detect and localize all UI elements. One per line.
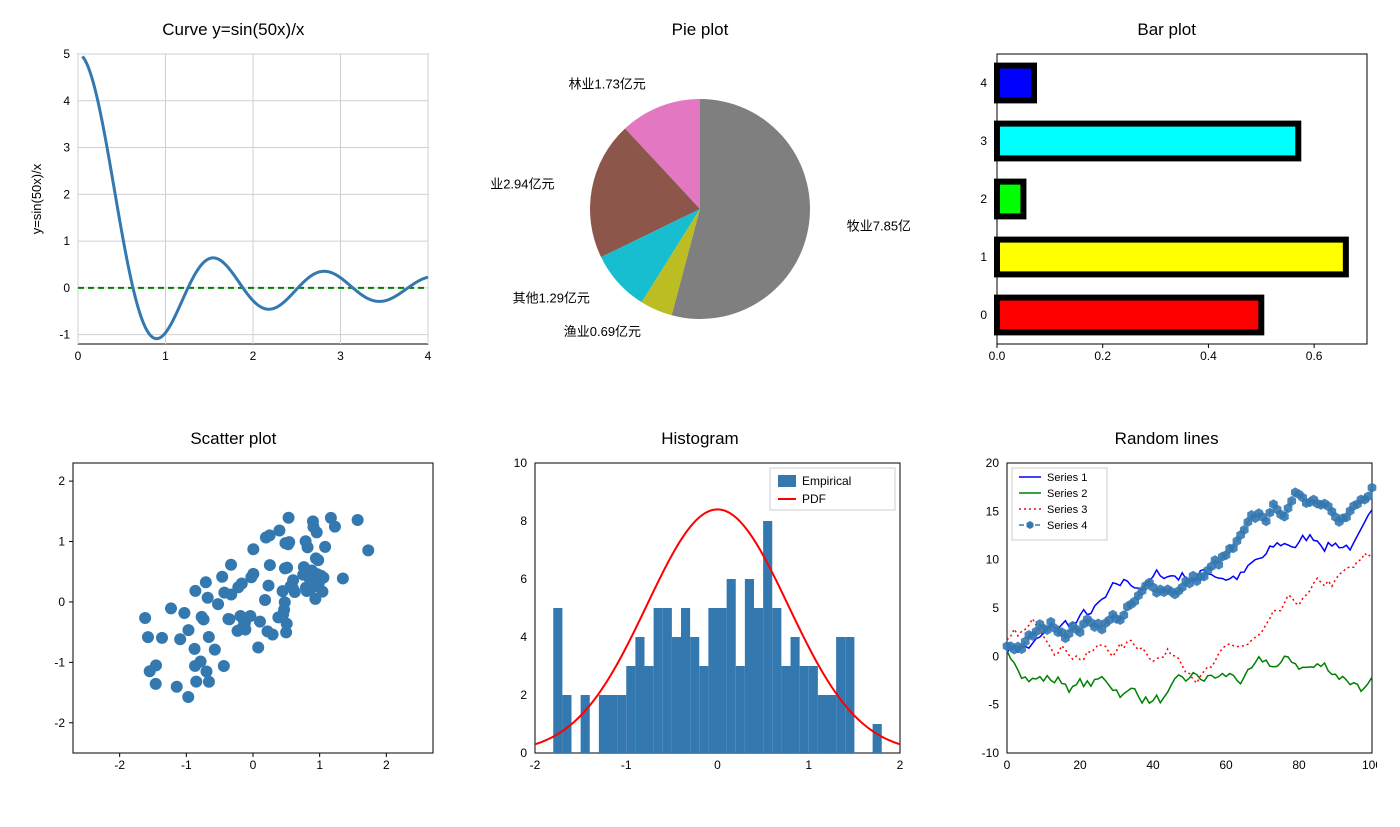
svg-text:0: 0 bbox=[75, 349, 82, 363]
svg-text:-2: -2 bbox=[530, 758, 541, 772]
svg-text:4: 4 bbox=[425, 349, 432, 363]
svg-text:20: 20 bbox=[1073, 758, 1087, 772]
svg-text:Series 2: Series 2 bbox=[1047, 488, 1087, 500]
svg-text:8: 8 bbox=[520, 514, 527, 528]
svg-text:10: 10 bbox=[514, 456, 528, 470]
svg-text:Series 3: Series 3 bbox=[1047, 504, 1087, 516]
svg-text:1: 1 bbox=[317, 758, 324, 772]
svg-text:Empirical: Empirical bbox=[802, 474, 851, 488]
svg-text:40: 40 bbox=[1146, 758, 1160, 772]
svg-text:0: 0 bbox=[64, 281, 71, 295]
svg-text:0.4: 0.4 bbox=[1200, 349, 1217, 363]
svg-text:1: 1 bbox=[162, 349, 169, 363]
chart-grid: Curve y=sin(50x)/x 01234-1012345y=sin(50… bbox=[20, 20, 1380, 807]
svg-text:0.0: 0.0 bbox=[988, 349, 1005, 363]
svg-text:2: 2 bbox=[64, 187, 71, 201]
svg-text:1: 1 bbox=[64, 234, 71, 248]
svg-text:渔业0.69亿元: 渔业0.69亿元 bbox=[564, 324, 641, 339]
svg-text:-2: -2 bbox=[55, 715, 66, 729]
svg-text:0: 0 bbox=[520, 746, 527, 760]
svg-text:-1: -1 bbox=[621, 758, 632, 772]
svg-text:15: 15 bbox=[985, 504, 999, 518]
svg-text:80: 80 bbox=[1292, 758, 1306, 772]
svg-text:2: 2 bbox=[520, 688, 527, 702]
svg-text:2: 2 bbox=[897, 758, 904, 772]
svg-text:1: 1 bbox=[59, 534, 66, 548]
svg-text:2: 2 bbox=[383, 758, 390, 772]
svg-text:-10: -10 bbox=[981, 746, 999, 760]
svg-text:3: 3 bbox=[980, 134, 987, 148]
svg-text:-1: -1 bbox=[181, 758, 192, 772]
bar-title: Bar plot bbox=[1137, 20, 1196, 40]
svg-text:3: 3 bbox=[337, 349, 344, 363]
pie-title: Pie plot bbox=[672, 20, 729, 40]
svg-text:Series 1: Series 1 bbox=[1047, 472, 1087, 484]
svg-text:4: 4 bbox=[520, 630, 527, 644]
scatter-svg: -2 -1 0 1 2 -2 -1 0 1 2 bbox=[23, 453, 443, 783]
histogram-svg: -2 -1 0 1 2 0 2 4 6 8 10 Empirical PDF bbox=[490, 453, 910, 783]
svg-text:5: 5 bbox=[992, 601, 999, 615]
histogram-panel: Histogram -2 -1 0 1 2 0 2 4 6 8 10 Empirical PDF bbox=[487, 429, 914, 808]
svg-text:0.2: 0.2 bbox=[1094, 349, 1111, 363]
bar-panel: Bar plot 0.0 0.2 0.4 0.6 0 1 2 3 4 bbox=[953, 20, 1380, 399]
bar-svg: 0.0 0.2 0.4 0.6 0 1 2 3 4 bbox=[957, 44, 1377, 374]
svg-text:-1: -1 bbox=[60, 328, 71, 342]
svg-text:0: 0 bbox=[250, 758, 257, 772]
svg-text:2: 2 bbox=[250, 349, 257, 363]
svg-text:牧业7.85亿元: 牧业7.85亿元 bbox=[847, 218, 910, 233]
svg-text:0.6: 0.6 bbox=[1305, 349, 1322, 363]
svg-text:3: 3 bbox=[64, 141, 71, 155]
svg-text:农业2.94亿元: 农业2.94亿元 bbox=[490, 176, 555, 191]
svg-text:-5: -5 bbox=[988, 697, 999, 711]
svg-text:60: 60 bbox=[1219, 758, 1233, 772]
svg-text:PDF: PDF bbox=[802, 492, 826, 506]
histogram-title: Histogram bbox=[661, 429, 738, 449]
svg-text:20: 20 bbox=[985, 456, 999, 470]
svg-text:5: 5 bbox=[64, 47, 71, 61]
pie-svg: 林业1.73亿元农业2.94亿元其他1.29亿元渔业0.69亿元 牧业7.85亿元 bbox=[490, 44, 910, 374]
svg-text:0: 0 bbox=[1003, 758, 1010, 772]
pie-panel: Pie plot 林业1.73亿元农业2.94亿元其他1.29亿元渔业0.69亿… bbox=[487, 20, 914, 399]
svg-text:其他1.29亿元: 其他1.29亿元 bbox=[513, 291, 590, 306]
svg-text:1: 1 bbox=[980, 250, 987, 264]
svg-text:0: 0 bbox=[714, 758, 721, 772]
curve-title: Curve y=sin(50x)/x bbox=[162, 20, 304, 40]
svg-text:y=sin(50x)/x: y=sin(50x)/x bbox=[29, 163, 44, 234]
svg-text:2: 2 bbox=[59, 474, 66, 488]
svg-text:0: 0 bbox=[59, 594, 66, 608]
svg-text:6: 6 bbox=[520, 572, 527, 586]
svg-text:林业1.73亿元: 林业1.73亿元 bbox=[568, 76, 645, 91]
svg-text:0: 0 bbox=[980, 308, 987, 322]
random-lines-title: Random lines bbox=[1115, 429, 1219, 449]
svg-text:2: 2 bbox=[980, 192, 987, 206]
svg-text:-1: -1 bbox=[55, 655, 66, 669]
svg-text:10: 10 bbox=[985, 552, 999, 566]
svg-text:4: 4 bbox=[64, 94, 71, 108]
random-lines-panel: Random lines 0 20 40 60 80 100 -10 -5 0 5 10 15 20 Se… bbox=[953, 429, 1380, 808]
svg-text:4: 4 bbox=[980, 76, 987, 90]
scatter-title: Scatter plot bbox=[190, 429, 276, 449]
svg-text:-2: -2 bbox=[115, 758, 126, 772]
svg-text:Series 4: Series 4 bbox=[1047, 520, 1087, 532]
svg-text:1: 1 bbox=[805, 758, 812, 772]
scatter-panel: Scatter plot -2 -1 0 1 2 -2 -1 0 1 2 bbox=[20, 429, 447, 808]
curve-panel: Curve y=sin(50x)/x 0 1 2 3 4 -1 0 1 2 3 4 5 y=sin(50… bbox=[20, 20, 447, 399]
svg-text:100: 100 bbox=[1362, 758, 1377, 772]
curve-svg: 0 1 2 3 4 -1 0 1 2 3 4 5 y=sin(50x)/x bbox=[23, 44, 443, 374]
svg-text:0: 0 bbox=[992, 649, 999, 663]
random-lines-svg: 0 20 40 60 80 100 -10 -5 0 5 10 15 20 Series 1 Series … bbox=[957, 453, 1377, 783]
